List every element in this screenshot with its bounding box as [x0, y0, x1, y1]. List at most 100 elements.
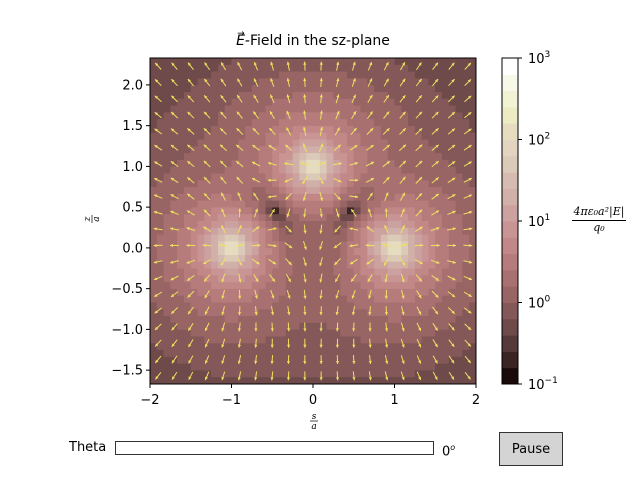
- heatmap-cell: [455, 146, 464, 154]
- heatmap-cell: [455, 166, 464, 175]
- heatmap-cell: [197, 377, 205, 384]
- heatmap-cell: [442, 227, 450, 236]
- heatmap-cell: [177, 221, 185, 229]
- heatmap-cell: [224, 275, 233, 283]
- field-arrow: [238, 208, 242, 218]
- heatmap-cell: [224, 288, 233, 297]
- heatmap-cell: [265, 282, 273, 290]
- heatmap-cell: [292, 125, 301, 134]
- heatmap-cell: [428, 234, 436, 242]
- heatmap-cell: [462, 91, 470, 100]
- heatmap-cell: [279, 146, 287, 154]
- field-arrow: [218, 243, 228, 248]
- heatmap-cell: [292, 159, 301, 168]
- heatmap-cell: [224, 316, 233, 324]
- heatmap-cell: [163, 193, 171, 202]
- heatmap-cell: [251, 119, 260, 127]
- heatmap-cell: [190, 322, 199, 331]
- heatmap-cell: [319, 132, 328, 141]
- heatmap-cell: [265, 153, 273, 161]
- heatmap-cell: [197, 329, 205, 338]
- heatmap-cell: [442, 58, 450, 66]
- theta-slider[interactable]: [115, 441, 434, 455]
- y-tick-label: −0.5: [111, 282, 143, 297]
- field-arrow: [366, 144, 374, 151]
- field-arrow: [447, 128, 456, 135]
- field-arrow: [415, 78, 423, 87]
- heatmap-cell: [448, 234, 457, 242]
- heatmap-cell: [401, 166, 409, 175]
- pause-button[interactable]: Pause: [499, 432, 563, 466]
- heatmap-cell: [170, 288, 178, 297]
- heatmap-cell: [462, 343, 470, 351]
- heatmap-cell: [190, 207, 199, 215]
- heatmap-cell: [258, 288, 267, 297]
- field-arrow: [154, 144, 163, 151]
- heatmap-cell: [183, 309, 192, 317]
- heatmap-cell: [380, 91, 389, 100]
- heatmap-cell: [217, 71, 226, 79]
- heatmap-cell: [156, 275, 165, 283]
- field-arrow: [253, 273, 259, 283]
- field-arrow: [268, 127, 276, 136]
- y-tick-label: 2.0: [122, 78, 143, 93]
- heatmap-cell: [401, 78, 409, 86]
- heatmap-cell: [448, 180, 457, 188]
- heatmap-cell: [367, 377, 375, 384]
- heatmap-cell: [421, 125, 430, 134]
- heatmap-cell: [428, 343, 436, 351]
- heatmap-cell: [272, 329, 280, 338]
- heatmap-cell: [455, 85, 464, 93]
- heatmap-cell: [374, 248, 382, 256]
- heatmap-cell: [346, 377, 355, 384]
- y-tick-label: −1.0: [111, 323, 143, 338]
- field-arrow: [432, 62, 439, 71]
- heatmap-cell: [421, 193, 430, 202]
- heatmap-cell: [340, 193, 348, 202]
- field-arrow: [170, 307, 179, 315]
- heatmap-cell: [245, 350, 253, 358]
- heatmap-cell: [448, 221, 457, 229]
- heatmap-cell: [374, 64, 382, 73]
- field-arrow: [220, 176, 227, 185]
- heatmap-cell: [170, 166, 178, 175]
- colorbar-band: [502, 335, 518, 352]
- heatmap-cell: [387, 261, 396, 270]
- heatmap-cell: [462, 316, 470, 324]
- field-arrow: [384, 306, 388, 316]
- field-arrow: [448, 371, 455, 380]
- heatmap-cell: [455, 248, 464, 256]
- heatmap-cell: [183, 329, 192, 338]
- heatmap-cell: [251, 336, 260, 344]
- heatmap-cell: [353, 336, 362, 344]
- heatmap-cell: [279, 356, 287, 365]
- heatmap-cell: [326, 302, 334, 310]
- heatmap-cell: [360, 173, 368, 181]
- field-arrow: [204, 306, 210, 315]
- heatmap-cell: [272, 350, 280, 358]
- heatmap-cell: [197, 200, 205, 209]
- heatmap-cell: [340, 207, 348, 215]
- heatmap-cell: [414, 64, 423, 73]
- heatmap-cell: [340, 268, 348, 276]
- heatmap-cell: [333, 91, 341, 100]
- heatmap-cell: [245, 322, 253, 331]
- heatmap-cell: [360, 132, 368, 141]
- heatmap-cell: [183, 64, 192, 73]
- heatmap-cell: [279, 221, 287, 229]
- field-arrow: [383, 111, 390, 119]
- field-arrow: [349, 178, 359, 182]
- heatmap-cell: [448, 64, 457, 73]
- heatmap-cell: [435, 248, 443, 256]
- heatmap-cell: [319, 356, 328, 365]
- heatmap-cell: [197, 132, 205, 141]
- heatmap-cell: [272, 241, 280, 249]
- heatmap-cell: [346, 132, 355, 141]
- heatmap-cell: [177, 159, 185, 168]
- heatmap-cell: [183, 261, 192, 270]
- field-arrow: [352, 61, 356, 71]
- heatmap-cell: [401, 350, 409, 358]
- heatmap-cell: [408, 153, 416, 161]
- heatmap-cell: [258, 153, 267, 161]
- heatmap-cell: [414, 187, 423, 195]
